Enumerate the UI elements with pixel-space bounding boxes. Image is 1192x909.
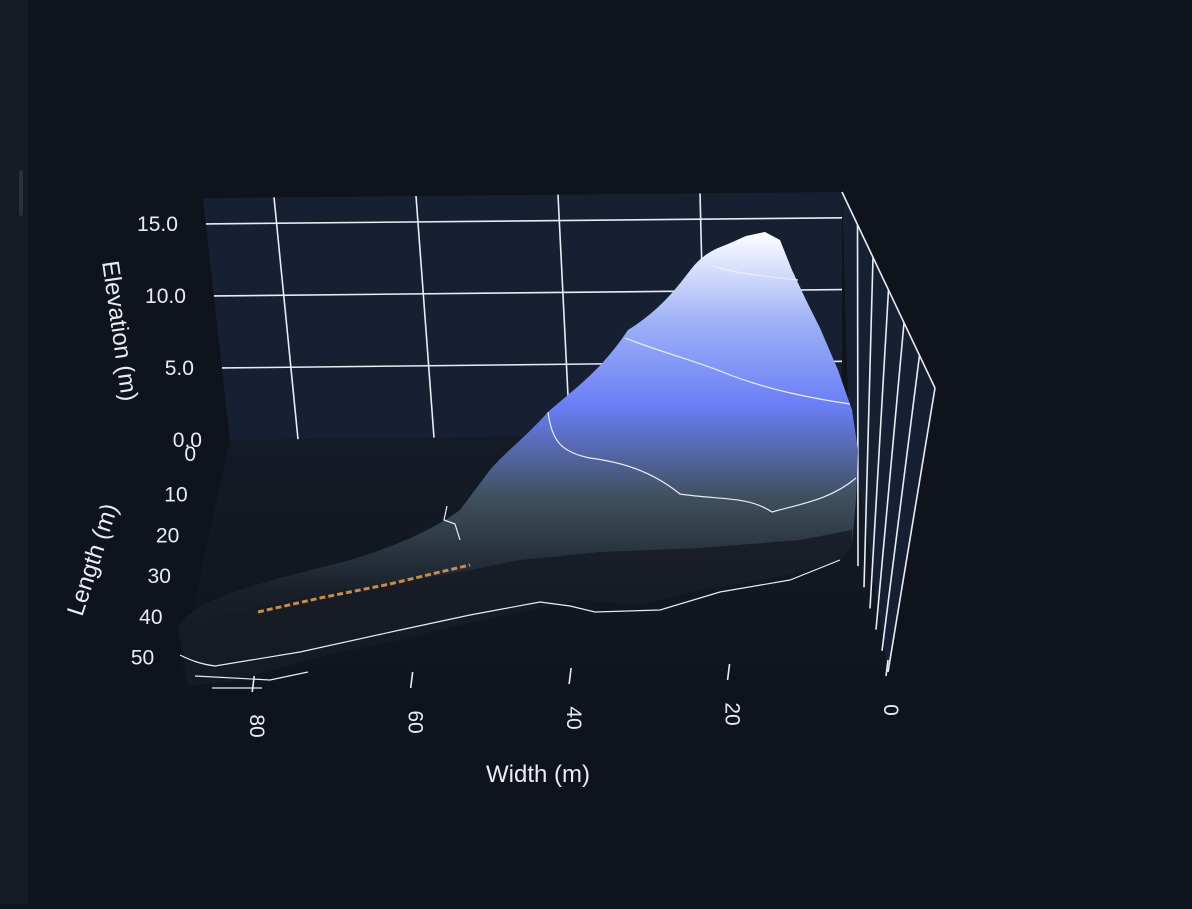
length-tick-20: 20 (156, 524, 179, 547)
tick-mark-width-60 (409, 671, 414, 689)
grid-line-width-60 (415, 195, 435, 438)
grid-line-width-80 (273, 197, 299, 440)
grid-line-side-3 (869, 289, 890, 609)
grid-line-elevation-15.0 (205, 217, 843, 225)
length-tick-labels: 0 10 20 30 40 50 (131, 443, 196, 670)
surface-chart[interactable]: 0.0 5.0 10.0 15.0 0 10 20 30 40 50 80 60 40 20 0 Wid… (28, 0, 1192, 904)
elevation-tick-15.0: 15.0 (137, 213, 178, 236)
width-tick-80: 80 (245, 714, 268, 737)
elevation-tick-0.0: 0.0 (173, 429, 202, 452)
width-tick-labels: 80 60 40 20 0 (245, 702, 902, 737)
side-wall-top-edge (841, 191, 936, 389)
tick-mark-width-20 (726, 663, 731, 681)
length-tick-0: 0 (184, 443, 196, 466)
x-axis-title: Width (m) (486, 761, 590, 788)
terrain-foreground-ridge (180, 530, 852, 686)
width-tick-0: 0 (879, 704, 902, 716)
tick-mark-width-0 (885, 659, 889, 677)
panel-resize-handle[interactable] (19, 170, 23, 216)
width-tick-40: 40 (562, 706, 585, 729)
contour-base (179, 559, 841, 667)
tick-mark-width-40 (568, 667, 572, 685)
width-tick-20: 20 (721, 702, 744, 725)
contour-lines (179, 265, 857, 689)
elevation-tick-labels: 0.0 5.0 10.0 15.0 (137, 213, 202, 452)
elevation-tick-5.0: 5.0 (165, 357, 194, 380)
length-tick-50: 50 (131, 647, 154, 670)
grid-line-side-2 (863, 257, 874, 588)
elevation-tick-10.0: 10.0 (145, 285, 186, 308)
contour-base-2 (194, 671, 309, 681)
contour-low (547, 411, 857, 513)
z-axis-title: Elevation (m) (96, 259, 142, 403)
length-tick-10: 10 (164, 484, 187, 507)
contour-mid (624, 337, 851, 405)
grid-line-side-5 (881, 355, 921, 651)
surface-plot-area[interactable]: 0.0 5.0 10.0 15.0 0 10 20 30 40 50 80 60 40 20 0 Wid… (28, 0, 1192, 904)
contour-high (711, 265, 799, 281)
contour-notch (443, 505, 461, 541)
grid-line-side-4 (875, 322, 905, 630)
length-tick-30: 30 (148, 565, 171, 588)
grid-line-side-1 (856, 224, 859, 567)
left-rail (0, 0, 28, 904)
width-tick-60: 60 (404, 710, 427, 733)
y-axis-title: Length (m) (62, 500, 124, 619)
side-wall-outer-edge (887, 387, 936, 673)
length-tick-40: 40 (139, 606, 162, 629)
